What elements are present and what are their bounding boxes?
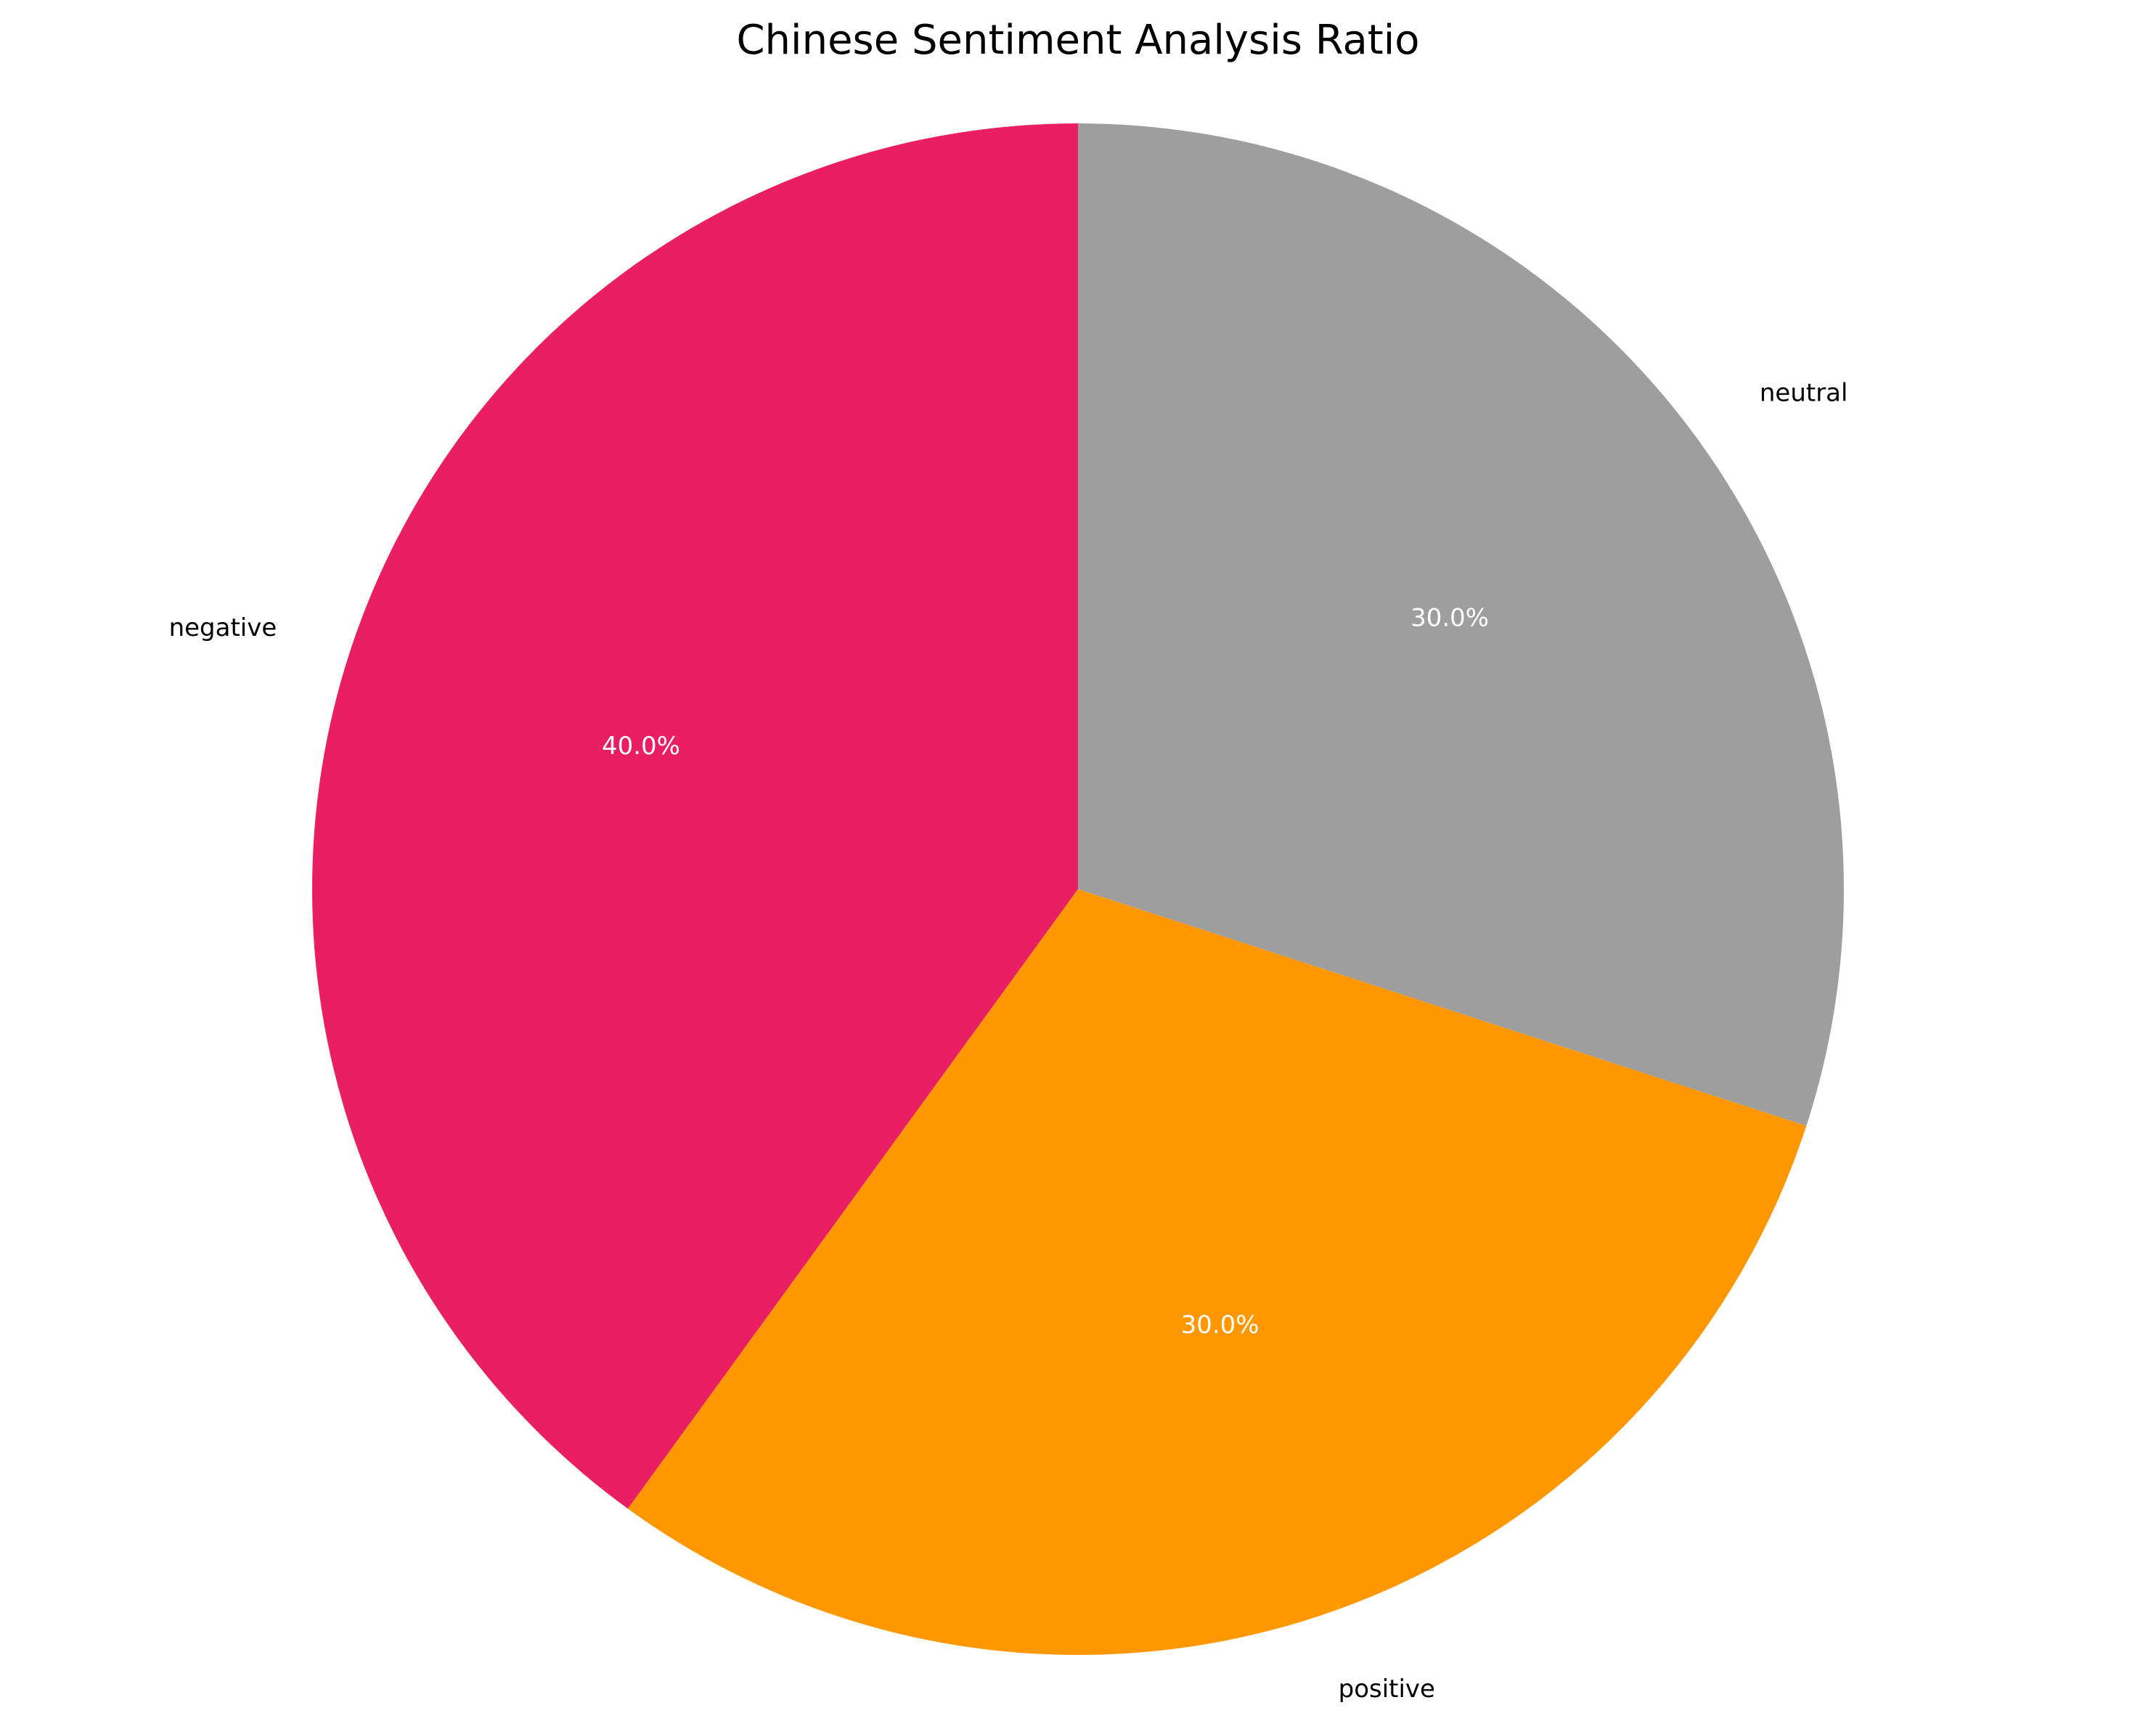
pie-slices	[312, 123, 1844, 1655]
slice-label-positive: positive	[1339, 1675, 1435, 1704]
slice-label-negative: negative	[169, 613, 277, 642]
slice-label-neutral: neutral	[1760, 378, 1848, 407]
pie-slice-negative	[312, 123, 1078, 1509]
pie-slice-neutral	[1078, 123, 1844, 1127]
pct-label-negative: 40.0%	[602, 732, 680, 761]
pct-label-neutral: 30.0%	[1410, 603, 1489, 632]
pie-labels: negative 40.0% positive 30.0% neutral 30.0%	[169, 378, 1848, 1704]
chart-title: Chinese Sentiment Analysis Ratio	[736, 17, 1419, 64]
pct-label-positive: 30.0%	[1181, 1311, 1259, 1340]
pie-slice-positive	[627, 889, 1807, 1655]
